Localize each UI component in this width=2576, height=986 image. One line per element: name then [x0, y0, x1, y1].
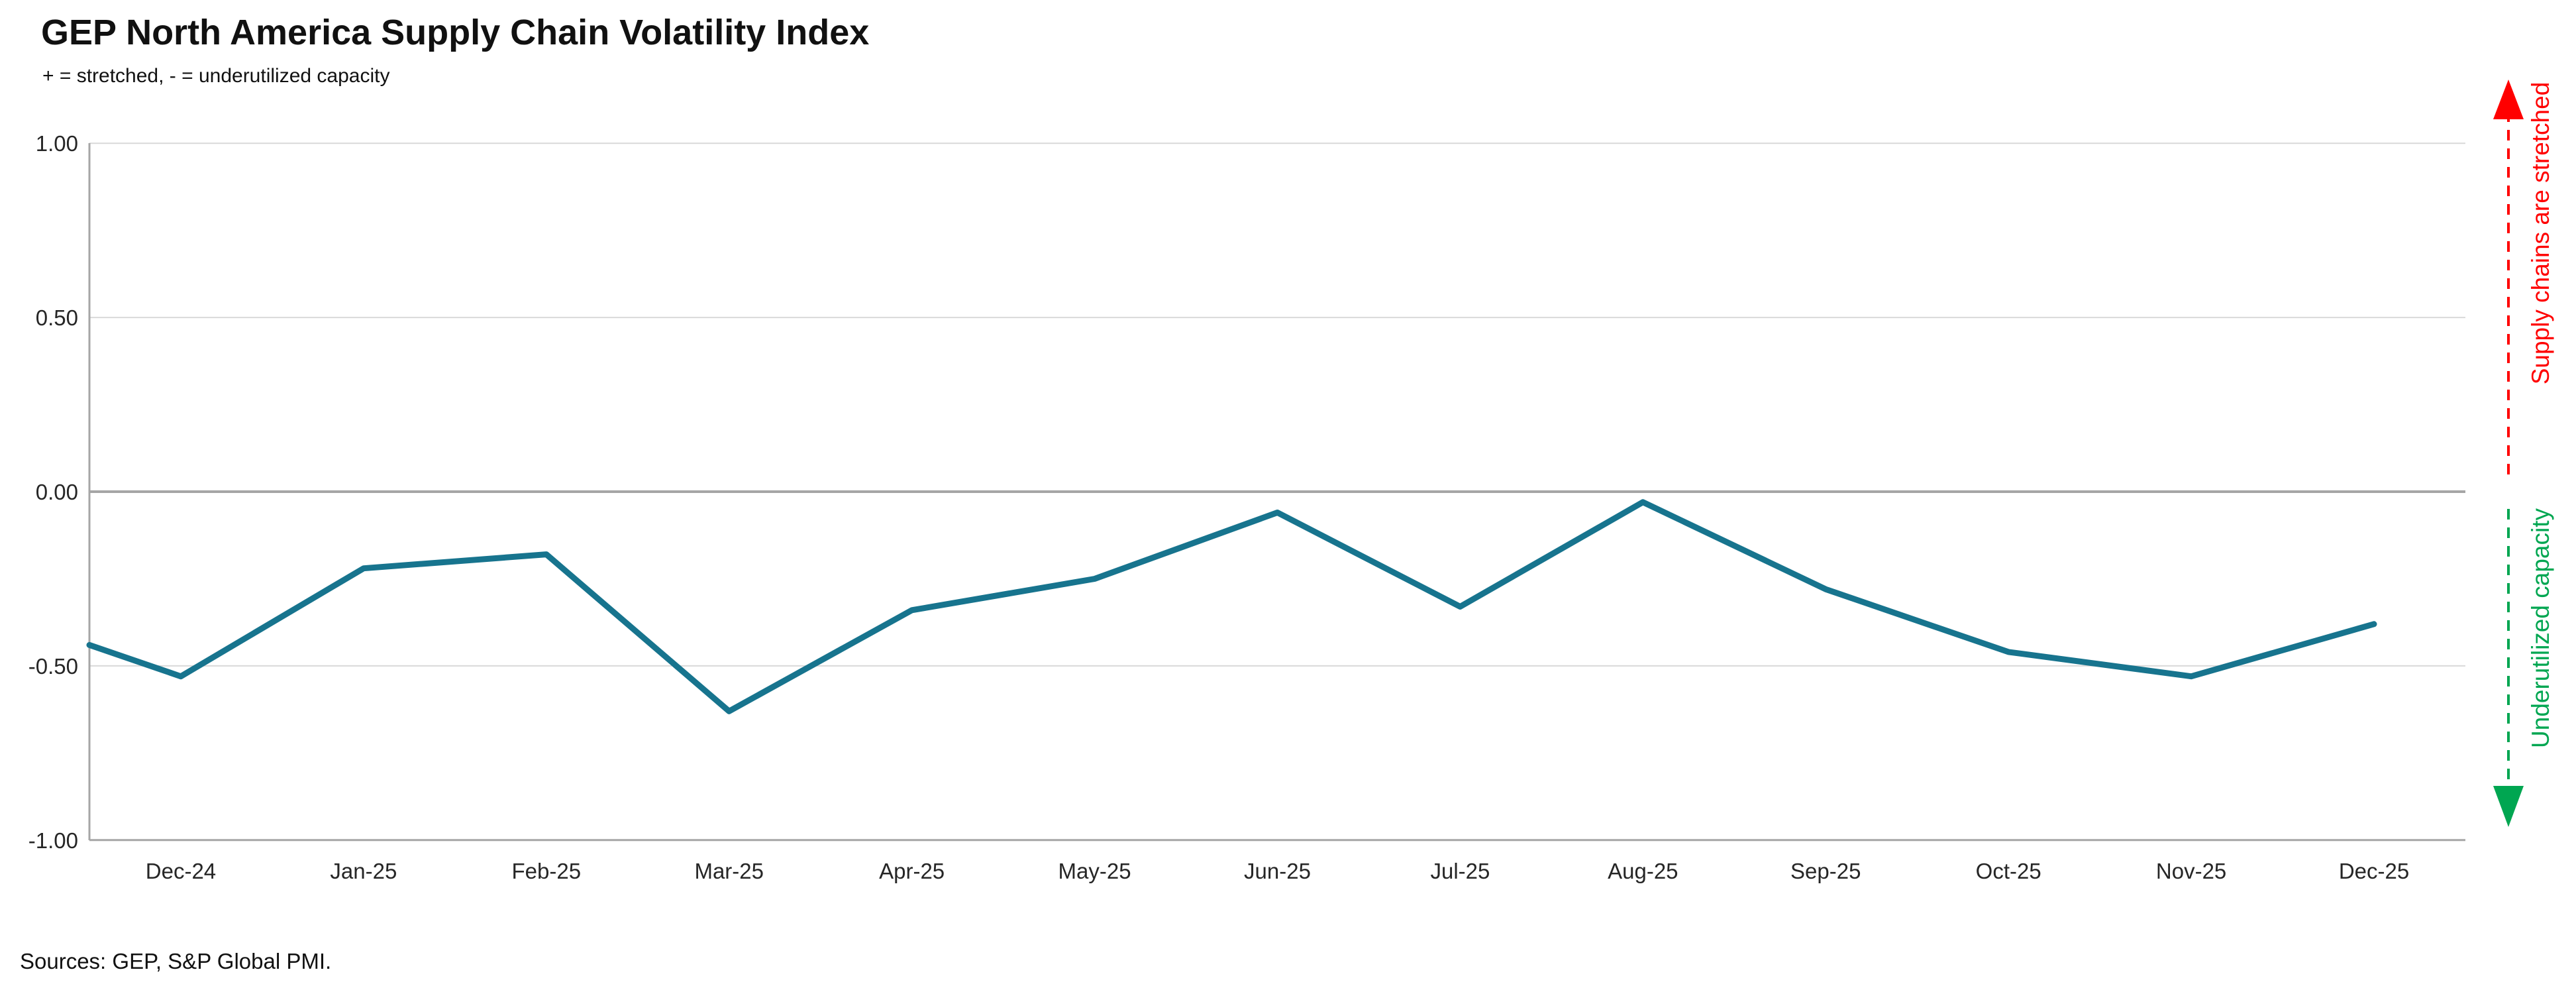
y-axis-tick-label: -0.50: [28, 654, 78, 679]
x-axis-tick-label: Aug-25: [1608, 859, 1678, 883]
x-axis-tick-label: Dec-24: [146, 859, 216, 883]
stretched-arrowhead-icon: [2493, 80, 2524, 119]
underutilized-annotation-label: Underutilized capacity: [2527, 508, 2554, 748]
sources-footer: Sources: GEP, S&P Global PMI.: [20, 949, 332, 973]
x-axis-tick-label: Jan-25: [330, 859, 397, 883]
x-axis-tick-label: Jul-25: [1430, 859, 1490, 883]
x-axis-tick-label: Oct-25: [1976, 859, 2041, 883]
x-axis-tick-label: Apr-25: [879, 859, 945, 883]
x-axis-tick-label: Jun-25: [1244, 859, 1311, 883]
chart-subtitle: + = stretched, - = underutilized capacit…: [42, 65, 390, 87]
x-axis-tick-label: Nov-25: [2156, 859, 2226, 883]
y-axis-tick-label: 1.00: [36, 131, 78, 156]
underutilized-arrowhead-icon: [2493, 786, 2524, 827]
volatility-index-line: [86, 499, 2377, 714]
x-axis-tick-label: Feb-25: [512, 859, 582, 883]
y-axis-tick-label: 0.50: [36, 305, 78, 330]
chart-title: GEP North America Supply Chain Volatilit…: [41, 13, 870, 52]
stretched-annotation-label: Supply chains are stretched: [2527, 82, 2554, 385]
x-axis-tick-label: Sep-25: [1790, 859, 1861, 883]
y-axis-tick-label: 0.00: [36, 480, 78, 504]
x-axis-tick-label: Dec-25: [2339, 859, 2409, 883]
x-axis-tick-label: Mar-25: [694, 859, 764, 883]
y-axis-tick-label: -1.00: [28, 828, 78, 853]
x-axis-tick-label: May-25: [1058, 859, 1131, 883]
